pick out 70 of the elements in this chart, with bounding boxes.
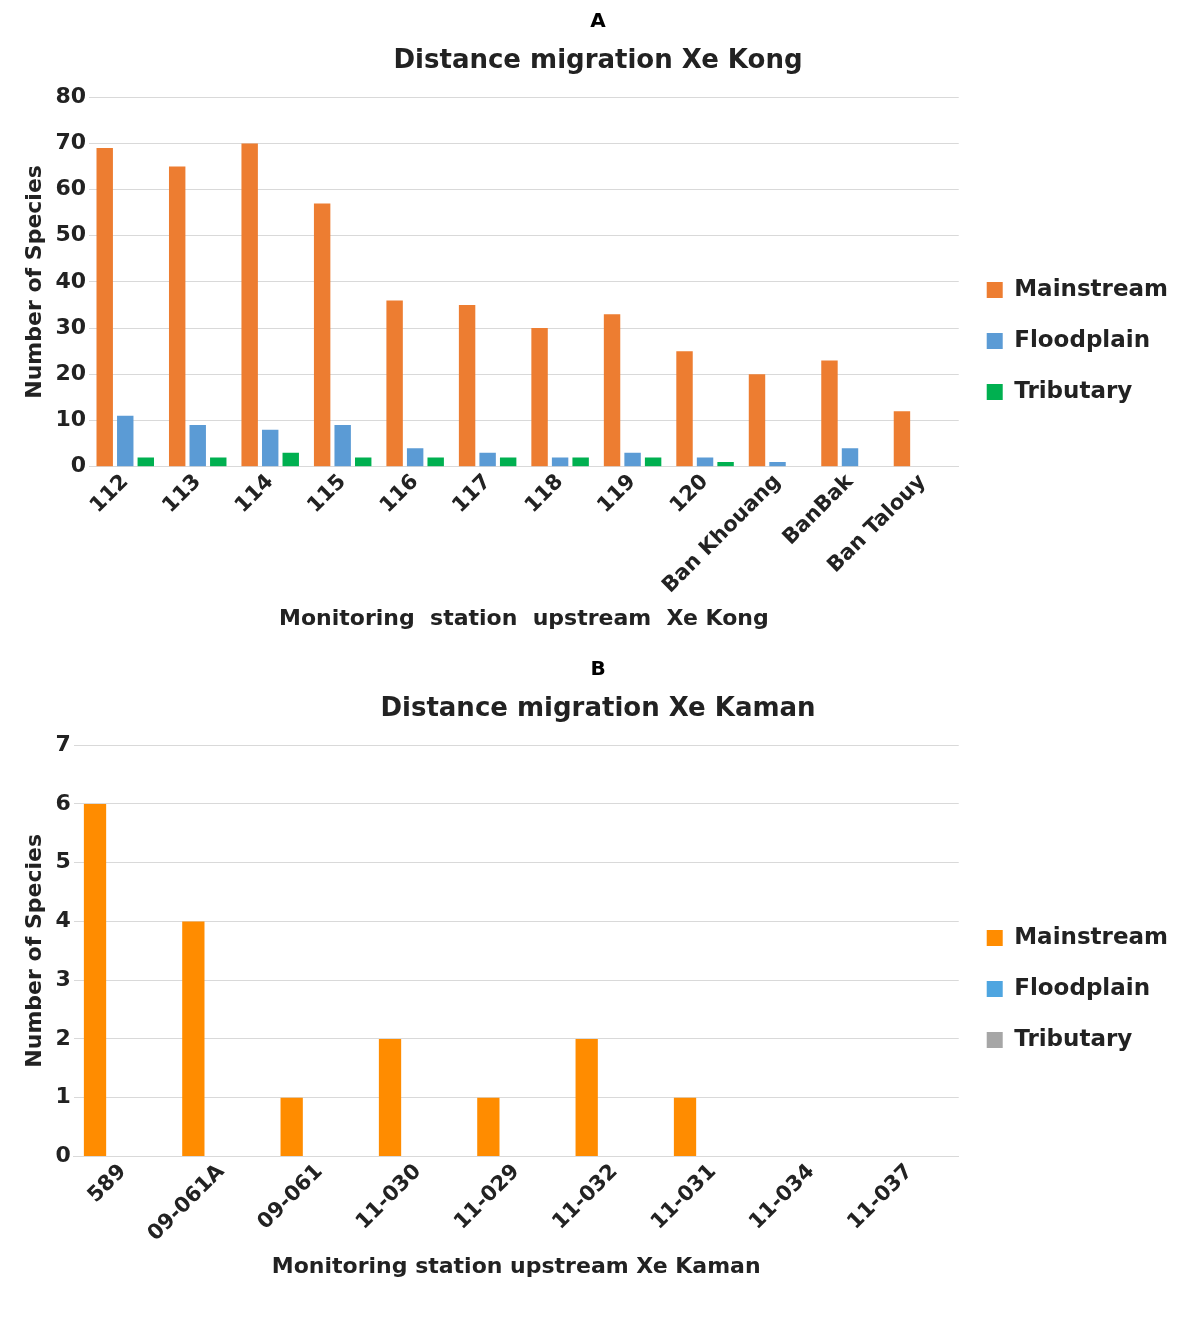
bar bbox=[603, 314, 621, 467]
bar bbox=[355, 457, 372, 467]
y-tick-label: 10 bbox=[55, 406, 87, 432]
bar bbox=[313, 203, 331, 467]
bar bbox=[551, 457, 569, 467]
y-tick-label: 70 bbox=[55, 129, 87, 155]
bar bbox=[137, 457, 154, 467]
chart-title: Distance migration Xe Kong bbox=[393, 44, 803, 75]
bar bbox=[261, 429, 279, 467]
y-tick-label: 7 bbox=[55, 730, 71, 756]
bar bbox=[96, 148, 113, 467]
text: A bbox=[589, 8, 607, 32]
y-tick-label: 30 bbox=[55, 313, 87, 339]
bar bbox=[378, 1038, 402, 1156]
bar bbox=[334, 425, 351, 467]
bar bbox=[282, 452, 299, 467]
y-tick-label: 0 bbox=[55, 1142, 71, 1168]
bar bbox=[241, 143, 258, 467]
bar bbox=[479, 452, 496, 467]
x-axis-title: Monitoring station upstream Xe Kong bbox=[279, 604, 769, 630]
bar bbox=[748, 374, 766, 467]
bar bbox=[821, 360, 838, 467]
legend-label: Tributary bbox=[1014, 1024, 1133, 1051]
bar bbox=[572, 457, 589, 467]
y-tick-label: 80 bbox=[55, 82, 87, 108]
bar bbox=[83, 803, 107, 1156]
text: B bbox=[589, 656, 607, 680]
y-tick-label: 60 bbox=[55, 175, 87, 201]
bar bbox=[406, 448, 424, 467]
bar bbox=[499, 457, 517, 467]
bar bbox=[717, 462, 734, 467]
y-tick-label: 6 bbox=[55, 789, 71, 815]
y-tick-label: 0 bbox=[70, 452, 87, 478]
bar bbox=[644, 457, 662, 467]
y-tick-label: 5 bbox=[55, 848, 71, 874]
bar bbox=[696, 457, 714, 467]
bar bbox=[769, 462, 786, 467]
bar bbox=[117, 415, 134, 467]
bar bbox=[841, 448, 859, 467]
bar bbox=[624, 452, 641, 467]
y-tick-label: 2 bbox=[55, 1024, 71, 1050]
bar bbox=[676, 351, 693, 467]
y-tick-label: 40 bbox=[55, 267, 87, 293]
bar bbox=[280, 1097, 303, 1156]
bar bbox=[168, 166, 186, 467]
bar bbox=[182, 921, 205, 1156]
bar bbox=[673, 1097, 697, 1156]
bar bbox=[210, 457, 227, 467]
legend-label: Tributary bbox=[1014, 376, 1133, 403]
bar bbox=[427, 457, 444, 467]
y-tick-label: 3 bbox=[55, 965, 71, 991]
legend-label: Mainstream bbox=[1014, 274, 1168, 301]
bar bbox=[893, 411, 911, 467]
bar bbox=[531, 328, 548, 467]
x-axis-title: Monitoring station upstream Xe Kaman bbox=[271, 1252, 761, 1278]
bar bbox=[386, 300, 403, 467]
y-axis-title: Number of Species bbox=[20, 165, 46, 399]
legend-label: Floodplain bbox=[1014, 973, 1151, 1000]
y-tick-label: 50 bbox=[55, 221, 87, 247]
bar bbox=[189, 425, 206, 467]
y-tick-label: 20 bbox=[55, 359, 87, 385]
bar bbox=[458, 305, 476, 467]
bar bbox=[477, 1097, 500, 1156]
chart-title: Distance migration Xe Kaman bbox=[380, 692, 816, 723]
y-tick-label: 1 bbox=[55, 1083, 71, 1109]
legend-label: Floodplain bbox=[1014, 325, 1151, 352]
legend-label: Mainstream bbox=[1014, 922, 1168, 949]
y-tick-label: 4 bbox=[55, 907, 71, 933]
y-axis-title: Number of Species bbox=[20, 834, 46, 1068]
bar bbox=[575, 1038, 598, 1156]
